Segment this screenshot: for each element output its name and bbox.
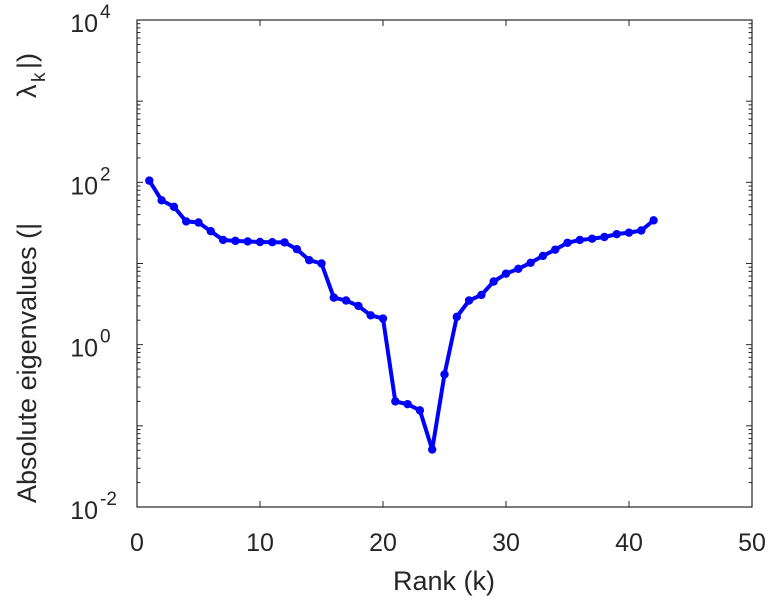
x-tick-label: 30 (492, 529, 520, 557)
x-axis-label: Rank (k) (393, 566, 495, 596)
x-tick-label: 0 (130, 529, 144, 557)
y-axis-label-tail: |) (12, 53, 42, 69)
data-point (612, 229, 621, 239)
x-tick-labels: 0 10 20 30 40 50 (130, 529, 766, 557)
data-point (391, 397, 400, 406)
y-tick-label-base: 10 (70, 172, 98, 200)
data-point (563, 238, 572, 247)
data-point (354, 301, 363, 311)
x-tick-label: 50 (738, 529, 766, 557)
data-point (501, 269, 511, 278)
y-tick-label: 10 0 (70, 327, 110, 363)
data-point (575, 235, 584, 245)
data-point (145, 176, 154, 185)
data-point (440, 370, 449, 379)
data-point (243, 237, 252, 246)
data-point (637, 226, 646, 235)
data-point (624, 228, 634, 237)
data-point (305, 255, 314, 265)
x-tick-label: 10 (246, 529, 274, 557)
data-point (206, 227, 215, 236)
data-point (231, 236, 240, 246)
data-point (255, 237, 265, 247)
data-point (194, 218, 203, 227)
data-point (218, 235, 228, 245)
data-point (464, 296, 474, 305)
data-point (169, 202, 179, 211)
data-point (280, 238, 289, 247)
data-point (600, 232, 609, 242)
series-group (145, 176, 658, 454)
plot-area (136, 19, 753, 508)
x-tick-label: 20 (369, 529, 397, 557)
y-tick-label-exponent: 4 (100, 2, 111, 23)
data-point (378, 314, 388, 323)
x-tick-label: 40 (615, 529, 643, 557)
y-tick-label: 10 4 (70, 2, 111, 38)
data-point (292, 245, 302, 254)
data-point (341, 296, 351, 305)
y-axis-label: Absolute eigenvalues (| λ k |) (12, 53, 50, 503)
data-point (514, 264, 523, 274)
y-tick-label-exponent: -2 (100, 489, 117, 510)
data-point (366, 311, 375, 320)
data-point (157, 196, 166, 205)
y-tick-label-base: 10 (70, 10, 98, 38)
y-axis-label-main: Absolute eigenvalues (| (12, 223, 42, 503)
data-point (489, 277, 498, 286)
data-point (268, 237, 277, 247)
y-tick-label-exponent: 2 (100, 164, 111, 185)
axis-ticks (136, 20, 753, 508)
data-point (182, 217, 191, 226)
data-point (317, 259, 326, 268)
y-tick-label: 10 -2 (70, 489, 117, 525)
data-point (477, 290, 486, 300)
data-point (649, 216, 658, 225)
data-point (403, 399, 412, 409)
data-point (587, 234, 597, 243)
data-point (415, 406, 425, 415)
y-tick-label-base: 10 (70, 497, 98, 525)
data-point (452, 312, 461, 322)
y-tick-label-base: 10 (70, 335, 98, 363)
data-point (526, 258, 535, 268)
data-point (428, 445, 437, 454)
y-tick-label-exponent: 0 (100, 327, 111, 348)
y-axis-label-lambda: λ (12, 84, 42, 98)
y-tick-label: 10 2 (70, 164, 110, 200)
data-point (538, 251, 548, 261)
data-point (551, 245, 560, 254)
data-point (329, 293, 338, 302)
y-axis-label-subscript: k (29, 72, 50, 82)
